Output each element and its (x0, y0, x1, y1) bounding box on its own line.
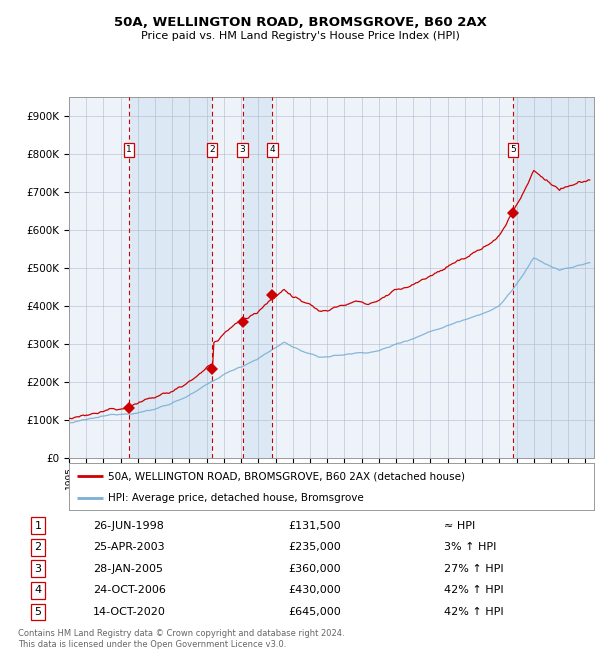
Text: 2: 2 (34, 542, 41, 552)
Text: Contains HM Land Registry data © Crown copyright and database right 2024.
This d: Contains HM Land Registry data © Crown c… (18, 629, 344, 649)
Text: 42% ↑ HPI: 42% ↑ HPI (444, 607, 503, 617)
Text: £360,000: £360,000 (289, 564, 341, 574)
Text: £430,000: £430,000 (289, 586, 341, 595)
Bar (212, 98, 242, 458)
Text: 5: 5 (34, 607, 41, 617)
Text: HPI: Average price, detached house, Bromsgrove: HPI: Average price, detached house, Brom… (109, 493, 364, 502)
Text: 50A, WELLINGTON ROAD, BROMSGROVE, B60 2AX (detached house): 50A, WELLINGTON ROAD, BROMSGROVE, B60 2A… (109, 471, 466, 481)
Text: 26-JUN-1998: 26-JUN-1998 (92, 521, 164, 530)
Text: 4: 4 (269, 146, 275, 154)
Text: 28-JAN-2005: 28-JAN-2005 (92, 564, 163, 574)
Text: £235,000: £235,000 (289, 542, 341, 552)
Text: 2: 2 (209, 146, 215, 154)
Text: 5: 5 (510, 146, 516, 154)
Bar (69, 98, 129, 458)
Text: ≈ HPI: ≈ HPI (444, 521, 475, 530)
Text: 3: 3 (34, 564, 41, 574)
Text: £131,500: £131,500 (289, 521, 341, 530)
Text: 4: 4 (34, 586, 41, 595)
Text: 1: 1 (126, 146, 132, 154)
Text: 42% ↑ HPI: 42% ↑ HPI (444, 586, 503, 595)
Text: Price paid vs. HM Land Registry's House Price Index (HPI): Price paid vs. HM Land Registry's House … (140, 31, 460, 41)
Text: 50A, WELLINGTON ROAD, BROMSGROVE, B60 2AX: 50A, WELLINGTON ROAD, BROMSGROVE, B60 2A… (113, 16, 487, 29)
Text: £645,000: £645,000 (289, 607, 341, 617)
Bar (272, 98, 513, 458)
Text: 27% ↑ HPI: 27% ↑ HPI (444, 564, 503, 574)
Text: 3% ↑ HPI: 3% ↑ HPI (444, 542, 496, 552)
Text: 24-OCT-2006: 24-OCT-2006 (92, 586, 166, 595)
Text: 25-APR-2003: 25-APR-2003 (92, 542, 164, 552)
Text: 1: 1 (34, 521, 41, 530)
Text: 14-OCT-2020: 14-OCT-2020 (92, 607, 166, 617)
Text: 3: 3 (239, 146, 245, 154)
